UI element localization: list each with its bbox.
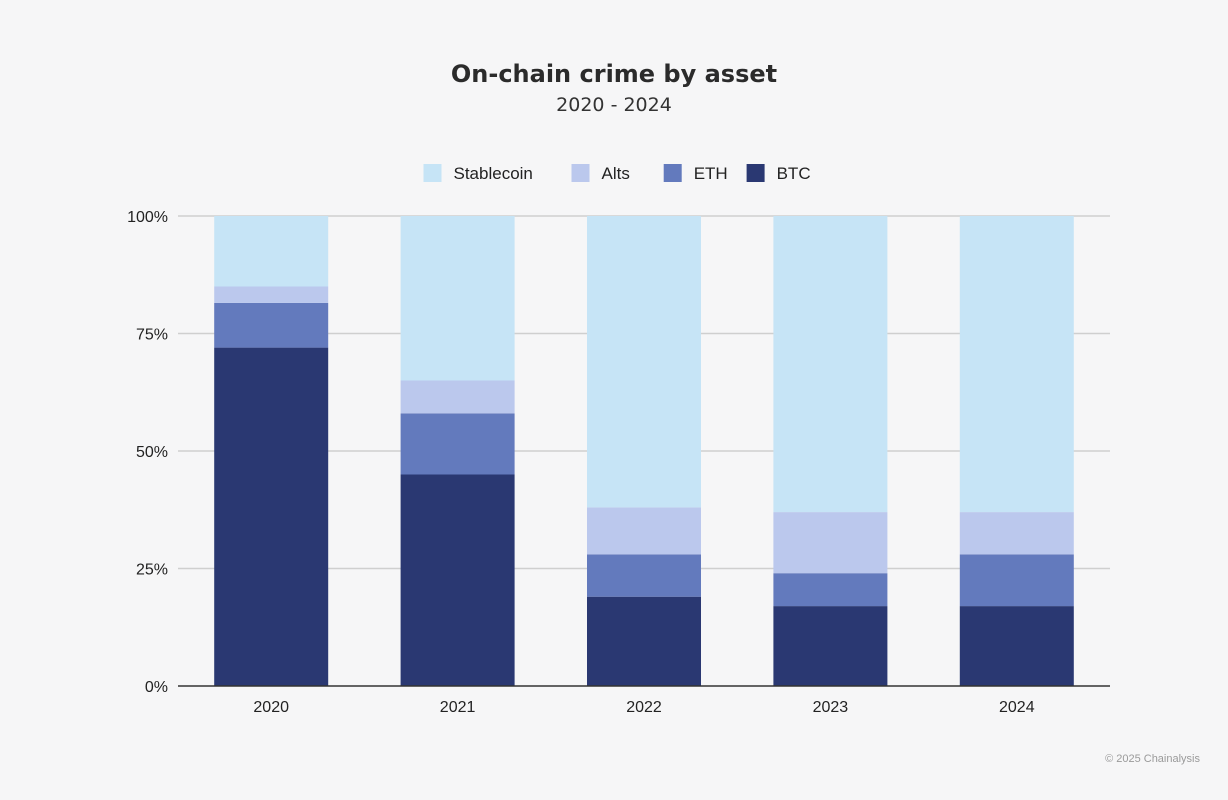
bar-segment-stablecoin (773, 216, 888, 513)
y-tick-label: 75% (136, 327, 168, 344)
bar-segment-stablecoin (587, 216, 701, 508)
bar-segment-eth (214, 302, 329, 348)
legend-swatch-alts (571, 164, 590, 182)
legend-swatch-eth (663, 164, 682, 182)
bar-segment-stablecoin (959, 216, 1074, 513)
legend-label-eth: ETH (694, 164, 728, 183)
bar-segment-alts (214, 286, 329, 303)
x-tick-label: 2024 (999, 699, 1035, 716)
bar-segment-alts (959, 512, 1074, 555)
bar-segment-alts (400, 380, 515, 414)
y-tick-label: 50% (136, 444, 168, 461)
bar-segment-btc (214, 347, 329, 686)
legend-swatch-btc (746, 164, 765, 182)
x-tick-label: 2022 (626, 699, 662, 716)
y-tick-label: 100% (127, 209, 168, 226)
bar-segment-stablecoin (214, 216, 329, 287)
bar-segment-alts (587, 507, 701, 555)
x-tick-label: 2021 (440, 699, 476, 716)
legend-label-btc: BTC (777, 164, 811, 183)
bar-segment-eth (959, 554, 1074, 607)
bar-segment-btc (959, 606, 1074, 686)
legend-label-stablecoin: Stablecoin (454, 164, 533, 183)
y-tick-label: 25% (136, 562, 168, 579)
x-tick-label: 2020 (253, 699, 289, 716)
bar-segment-eth (587, 554, 701, 597)
x-tick-label: 2023 (813, 699, 849, 716)
bar-segment-btc (587, 596, 701, 686)
bar-segment-btc (773, 606, 888, 686)
legend-label-alts: Alts (602, 164, 630, 183)
bar-segment-eth (400, 413, 515, 475)
bar-segment-alts (773, 512, 888, 574)
bar-segment-stablecoin (400, 216, 515, 381)
legend-swatch-stablecoin (423, 164, 442, 182)
chart-subtitle: 2020 - 2024 (556, 94, 672, 116)
bar-segment-eth (773, 573, 888, 607)
chart-title: On-chain crime by asset (450, 60, 778, 88)
copyright-footer: © 2025 Chainalysis (1105, 753, 1200, 765)
bar-segment-btc (400, 474, 515, 686)
y-tick-label: 0% (145, 679, 168, 696)
